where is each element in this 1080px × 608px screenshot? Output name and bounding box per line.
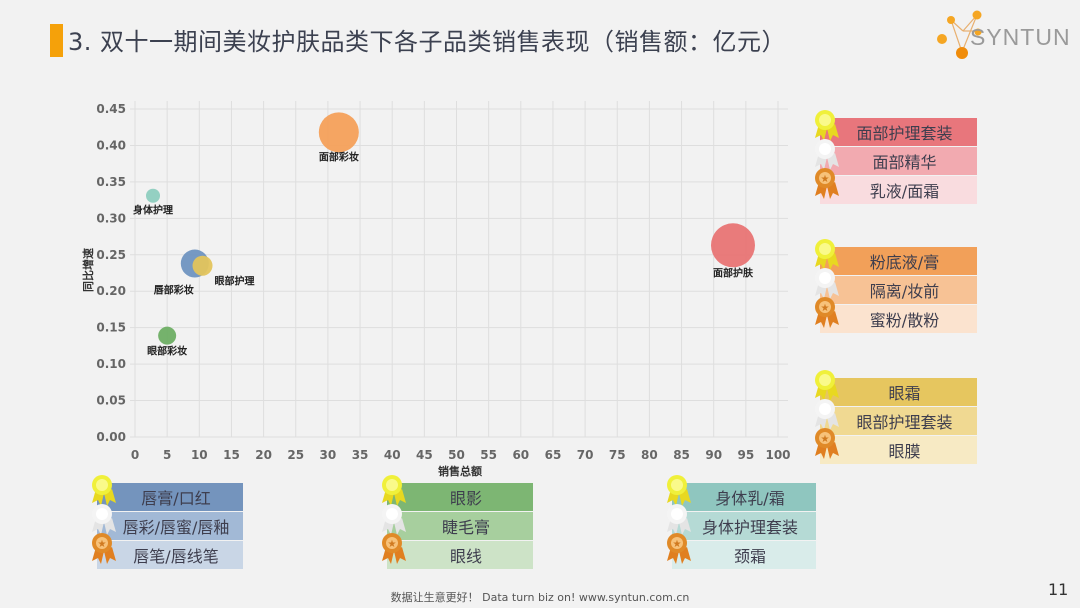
- svg-text:★: ★: [388, 539, 397, 550]
- x-tick-label: 95: [737, 448, 754, 462]
- bubble-point[interactable]: [158, 326, 177, 345]
- svg-text:★: ★: [821, 303, 830, 314]
- title-accent-bar: [50, 24, 63, 57]
- x-tick-label: 0: [131, 448, 139, 462]
- gold-medal-icon: [812, 368, 842, 402]
- legend-body-care: 身体乳/霜 身体护理套装 颈霜 ★: [667, 475, 816, 573]
- bronze-medal-icon: ★: [664, 531, 694, 565]
- legend-face-makeup: 粉底液/膏 隔离/妆前 蜜粉/散粉 ★: [815, 239, 977, 337]
- bubble-label: 唇部彩妆: [154, 284, 194, 297]
- x-tick-label: 35: [352, 448, 369, 462]
- legend-face-skincare: 面部护理套装 面部精华 乳液/面霜 ★: [815, 110, 977, 208]
- y-tick-label: 0.20: [96, 284, 126, 298]
- x-tick-label: 75: [609, 448, 626, 462]
- page-title: 3. 双十一期间美妆护肤品类下各子品类销售表现（销售额：亿元）: [68, 28, 787, 56]
- x-tick-label: 20: [255, 448, 272, 462]
- svg-text:★: ★: [821, 174, 830, 185]
- bubble-label: 面部彩妆: [319, 150, 359, 163]
- silver-medal-icon: [812, 266, 842, 300]
- silver-medal-icon: [379, 502, 409, 536]
- bubble-point[interactable]: [710, 223, 755, 268]
- silver-medal-icon: [812, 137, 842, 171]
- svg-text:★: ★: [98, 539, 107, 550]
- legend-lip-makeup: 唇膏/口红 唇彩/唇蜜/唇釉 唇笔/唇线笔 ★: [92, 475, 243, 573]
- bronze-medal-icon: ★: [812, 426, 842, 460]
- x-tick-label: 25: [287, 448, 304, 462]
- legend-item: 唇膏/口红: [97, 483, 243, 511]
- bubble-chart: 0 5 10 15 20 25 30 35 40 45 50 55 60 65 70 75 80 85 90 95 10…: [81, 101, 791, 478]
- legend-item: 面部精华: [820, 147, 977, 175]
- x-tick-label: 65: [545, 448, 562, 462]
- legend-item: 眼膜: [820, 436, 977, 464]
- silver-medal-icon: [89, 502, 119, 536]
- gold-medal-icon: [812, 108, 842, 142]
- x-tick-label: 5: [163, 448, 171, 462]
- legend-item: 颈霜: [672, 541, 816, 569]
- bronze-medal-icon: ★: [89, 531, 119, 565]
- bronze-medal-icon: ★: [379, 531, 409, 565]
- legend-item: 粉底液/膏: [820, 247, 977, 275]
- legend-item: 眼影: [387, 483, 533, 511]
- x-tick-label: 40: [384, 448, 401, 462]
- y-tick-label: 0.10: [96, 357, 126, 371]
- x-tick-label: 45: [416, 448, 433, 462]
- legend-item: 蜜粉/散粉: [820, 305, 977, 333]
- y-axis-label: 同比增速: [81, 248, 95, 292]
- x-tick-label: 10: [191, 448, 208, 462]
- bubble-label: 眼部护理: [215, 275, 255, 288]
- y-tick-label: 0.30: [96, 211, 126, 225]
- syntun-logo-icon: [937, 10, 982, 59]
- legend-item: 身体乳/霜: [672, 483, 816, 511]
- legend-item: 唇笔/唇线笔: [97, 541, 243, 569]
- silver-medal-icon: [812, 397, 842, 431]
- legend-item: 身体护理套装: [672, 512, 816, 540]
- bubble-point[interactable]: [146, 188, 161, 203]
- y-tick-label: 0.45: [96, 102, 126, 116]
- silver-medal-icon: [664, 502, 694, 536]
- bubble-point[interactable]: [192, 255, 213, 276]
- legend-item: 唇彩/唇蜜/唇釉: [97, 512, 243, 540]
- svg-text:★: ★: [821, 434, 830, 445]
- bubble-label: 身体护理: [133, 204, 173, 217]
- bronze-medal-icon: ★: [812, 295, 842, 329]
- x-axis-label: 销售总额: [438, 464, 482, 478]
- gold-medal-icon: [379, 473, 409, 507]
- gold-medal-icon: [89, 473, 119, 507]
- x-tick-label: 100: [765, 448, 790, 462]
- y-tick-label: 0.15: [96, 321, 126, 335]
- legend-eye-makeup: 眼影 睫毛膏 眼线 ★: [382, 475, 533, 573]
- y-tick-label: 0.00: [96, 430, 126, 444]
- x-tick-label: 80: [641, 448, 658, 462]
- legend-item: 睫毛膏: [387, 512, 533, 540]
- footer-slogan: 数据让生意更好！ Data turn biz on! www.syntun.co…: [390, 591, 690, 604]
- legend-item: 面部护理套装: [820, 118, 977, 146]
- x-tick-label: 60: [512, 448, 529, 462]
- bubble-label: 眼部彩妆: [147, 345, 187, 358]
- y-tick-label: 0.25: [96, 248, 126, 262]
- legend-item: 乳液/面霜: [820, 176, 977, 204]
- page-number: 11: [1048, 580, 1069, 599]
- logo-text: SYNTUN: [970, 24, 1071, 50]
- legend-item: 眼霜: [820, 378, 977, 406]
- y-tick-label: 0.05: [96, 394, 126, 408]
- y-tick-label: 0.35: [96, 175, 126, 189]
- x-tick-label: 15: [223, 448, 240, 462]
- legend-item: 眼部护理套装: [820, 407, 977, 435]
- y-tick-label: 0.40: [96, 138, 126, 152]
- x-tick-label: 50: [448, 448, 465, 462]
- bubble-label: 面部护肤: [713, 266, 754, 279]
- gold-medal-icon: [812, 237, 842, 271]
- x-tick-label: 90: [705, 448, 722, 462]
- x-tick-label: 85: [673, 448, 690, 462]
- x-tick-label: 30: [320, 448, 337, 462]
- x-tick-label: 55: [480, 448, 497, 462]
- bronze-medal-icon: ★: [812, 166, 842, 200]
- legend-item: 隔离/妆前: [820, 276, 977, 304]
- bubble-point[interactable]: [318, 112, 359, 153]
- gold-medal-icon: [664, 473, 694, 507]
- x-tick-label: 70: [577, 448, 594, 462]
- legend-item: 眼线: [387, 541, 533, 569]
- legend-eye-care: 眼霜 眼部护理套装 眼膜 ★: [815, 370, 977, 468]
- svg-text:★: ★: [673, 539, 682, 550]
